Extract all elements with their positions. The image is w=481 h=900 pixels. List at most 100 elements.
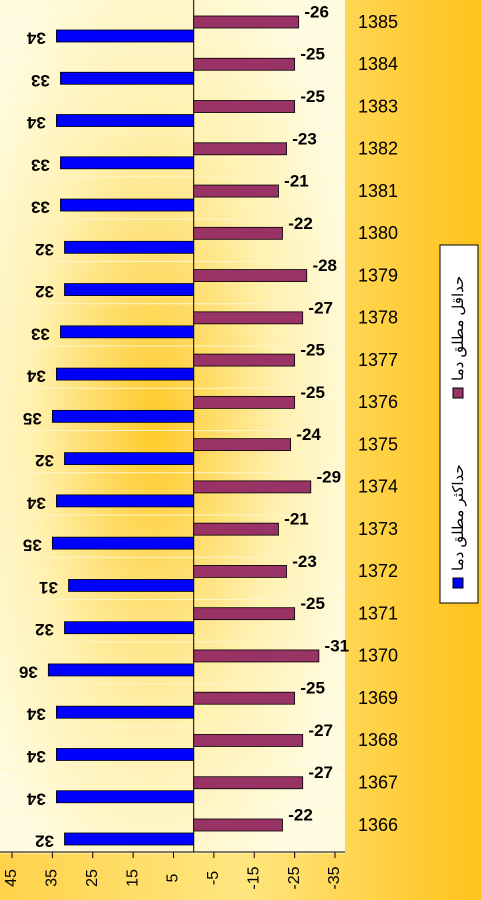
data-label: -25 — [300, 679, 325, 698]
data-label: 34 — [26, 113, 45, 132]
category-label: 1384 — [358, 54, 398, 74]
data-label: 32 — [35, 282, 54, 301]
data-label: 34 — [26, 705, 45, 724]
bar — [56, 29, 195, 43]
x-tick-label: -5 — [205, 871, 222, 885]
x-tick-label: 25 — [84, 869, 101, 887]
x-tick-label: 15 — [124, 869, 141, 887]
bar — [193, 353, 296, 367]
data-label: -25 — [300, 383, 325, 402]
data-label: 32 — [35, 451, 54, 470]
data-label: -28 — [312, 256, 337, 275]
x-tick-label: 5 — [165, 873, 182, 882]
bar — [60, 325, 195, 339]
bar — [47, 663, 195, 677]
bar — [193, 269, 308, 282]
legend-box — [439, 244, 479, 604]
data-label: 34 — [26, 493, 45, 512]
data-label: 33 — [31, 71, 50, 90]
category-label: 1368 — [358, 730, 398, 750]
category-label: 1385 — [358, 12, 398, 32]
bar — [193, 649, 320, 663]
bar — [64, 283, 195, 296]
plot-area — [0, 0, 345, 852]
category-label: 1376 — [358, 392, 398, 412]
data-label: -27 — [308, 721, 333, 740]
data-label: 31 — [39, 578, 58, 597]
data-label: -26 — [304, 2, 329, 21]
category-label: 1379 — [358, 265, 398, 285]
data-label: 34 — [26, 367, 45, 386]
bar — [193, 15, 300, 29]
category-label: 1367 — [358, 772, 398, 792]
category-label: 1369 — [358, 688, 398, 708]
bar — [193, 311, 304, 325]
bar — [51, 409, 195, 423]
data-label: -24 — [296, 425, 321, 444]
x-tick-label: -15 — [245, 866, 262, 889]
data-label: 33 — [31, 198, 50, 217]
bar — [56, 748, 195, 761]
bar — [56, 494, 195, 508]
category-label: 1375 — [358, 434, 398, 454]
data-label: 36 — [19, 662, 38, 681]
data-label: 33 — [31, 155, 50, 174]
data-label: 34 — [26, 29, 45, 48]
bar — [193, 480, 312, 494]
bar — [193, 565, 287, 578]
category-label: 1378 — [358, 308, 398, 328]
category-label: 1366 — [358, 815, 398, 835]
bar — [64, 832, 195, 846]
data-label: -25 — [300, 45, 325, 64]
legend-swatch — [452, 387, 464, 399]
data-label: -31 — [325, 636, 350, 655]
bar — [193, 691, 296, 705]
bar — [193, 395, 296, 409]
bar — [60, 198, 195, 212]
bar — [56, 114, 195, 127]
category-label: 1373 — [358, 519, 398, 539]
data-label: -25 — [300, 87, 325, 106]
category-label: 1370 — [358, 646, 398, 666]
data-label: 35 — [23, 536, 42, 555]
legend-label: حداکثر مطلق دما — [450, 464, 467, 571]
plot: 45 35 25 15 5 -5 -15 -25 -35 1366 32 -22 1367 34 -27 13… — [0, 0, 398, 890]
x-tick-label: -25 — [286, 866, 303, 889]
legend-swatch — [452, 577, 464, 589]
category-label: 1371 — [358, 603, 398, 623]
data-label: -29 — [316, 467, 341, 486]
data-label: 34 — [26, 747, 45, 766]
x-tick-label: -35 — [326, 866, 343, 889]
x-tick-label: 45 — [3, 869, 20, 887]
bar — [193, 438, 291, 452]
data-label: -23 — [292, 129, 317, 148]
bar — [64, 452, 195, 466]
legend: حداکثر مطلق دما حداقل مطلق دما — [439, 244, 479, 604]
data-label: 33 — [31, 324, 50, 343]
data-label: -25 — [300, 341, 325, 360]
bar — [60, 71, 195, 85]
category-label: 1381 — [358, 181, 398, 201]
category-label: 1382 — [358, 139, 398, 159]
data-label: 34 — [26, 789, 45, 808]
bar — [193, 776, 304, 790]
x-tick-label: 35 — [44, 869, 61, 887]
bar — [193, 607, 296, 621]
bar — [193, 184, 279, 198]
bar — [193, 734, 304, 747]
data-label: 32 — [35, 620, 54, 639]
data-label: -27 — [308, 763, 333, 782]
data-label: -21 — [284, 172, 309, 191]
category-label: 1372 — [358, 561, 398, 581]
legend-label: حداقل مطلق دما — [450, 276, 467, 381]
data-label: 35 — [23, 409, 42, 428]
data-label: -27 — [308, 298, 333, 317]
data-label: -22 — [288, 214, 313, 233]
data-label: -22 — [288, 805, 313, 824]
data-label: 32 — [35, 832, 54, 851]
bar — [56, 705, 195, 719]
bar — [64, 621, 195, 635]
category-label: 1374 — [358, 477, 398, 497]
category-label: 1380 — [358, 223, 398, 243]
